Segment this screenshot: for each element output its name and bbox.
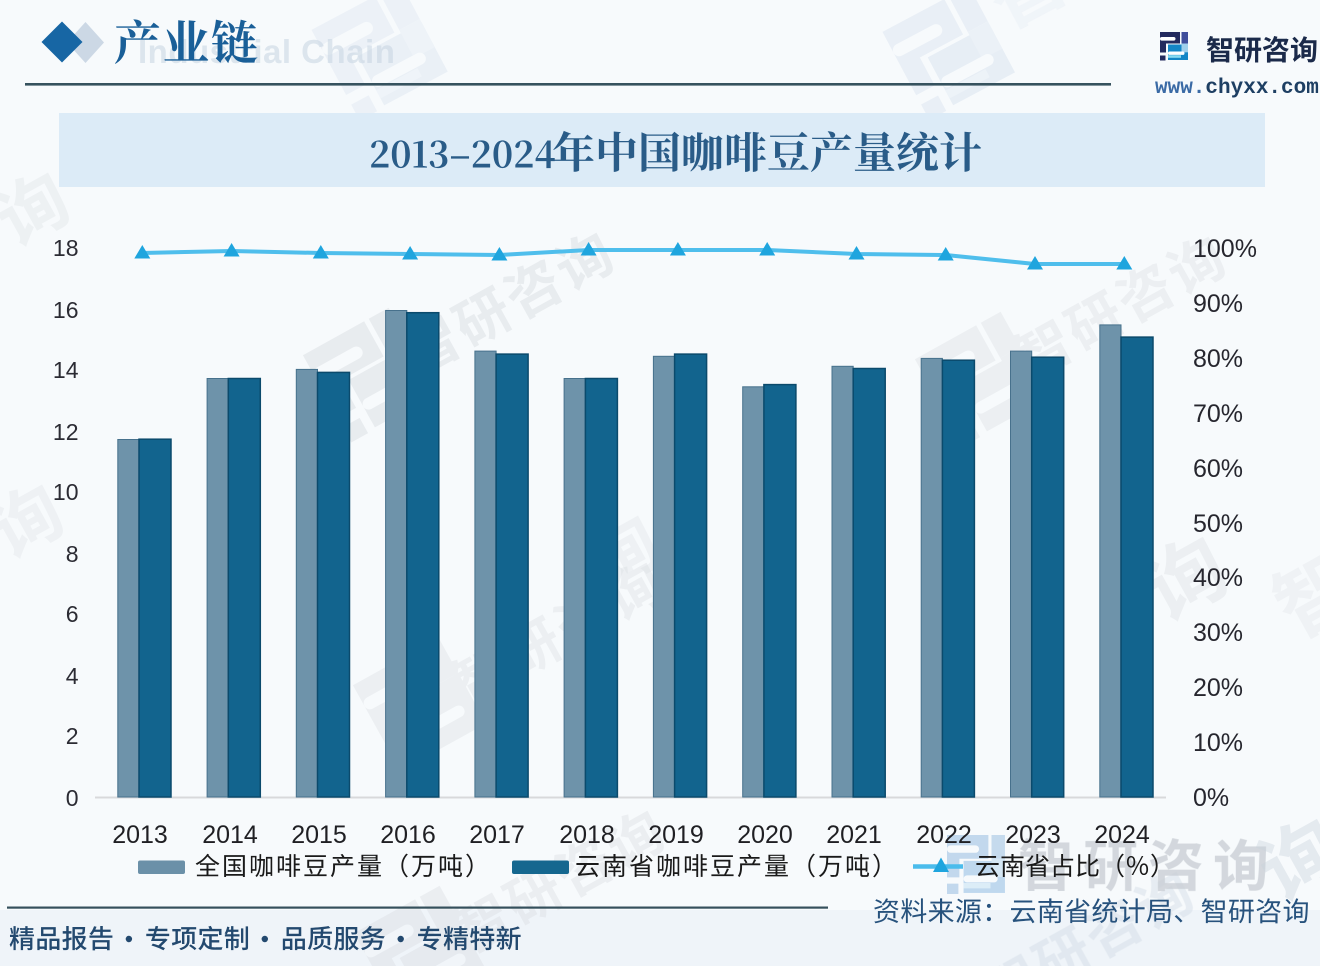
svg-text:2021: 2021 [826, 821, 882, 849]
svg-text:10: 10 [53, 479, 79, 505]
svg-text:10%: 10% [1193, 729, 1243, 757]
svg-text:8: 8 [66, 541, 79, 567]
svg-text:80%: 80% [1193, 345, 1243, 373]
svg-text:2015: 2015 [291, 821, 347, 849]
svg-text:2: 2 [66, 723, 79, 749]
svg-text:2024: 2024 [1094, 821, 1150, 849]
svg-text:40%: 40% [1193, 564, 1243, 592]
svg-text:2020: 2020 [737, 821, 793, 849]
svg-text:2023: 2023 [1005, 821, 1061, 849]
svg-text:20%: 20% [1193, 674, 1243, 702]
svg-text:90%: 90% [1193, 290, 1243, 318]
svg-text:100%: 100% [1193, 235, 1257, 263]
svg-text:0%: 0% [1193, 784, 1229, 812]
svg-text:60%: 60% [1193, 455, 1243, 483]
svg-text:0: 0 [66, 785, 79, 811]
svg-text:14: 14 [53, 357, 79, 383]
svg-text:Industrial Chain: Industrial Chain [138, 33, 395, 70]
svg-text:2018: 2018 [559, 821, 615, 849]
svg-text:70%: 70% [1193, 400, 1243, 428]
svg-text:www.chyxx.com: www.chyxx.com [1155, 77, 1319, 100]
svg-text:50%: 50% [1193, 510, 1243, 538]
svg-text:2014: 2014 [202, 821, 258, 849]
svg-text:6: 6 [66, 601, 79, 627]
svg-text:2019: 2019 [648, 821, 704, 849]
svg-text:2016: 2016 [380, 821, 436, 849]
svg-text:12: 12 [53, 419, 79, 445]
svg-text:30%: 30% [1193, 619, 1243, 647]
svg-text:2022: 2022 [916, 821, 972, 849]
svg-text:4: 4 [66, 663, 79, 689]
svg-text:18: 18 [53, 235, 79, 261]
svg-text:2017: 2017 [469, 821, 525, 849]
svg-text:2013: 2013 [112, 821, 168, 849]
svg-text:16: 16 [53, 297, 79, 323]
